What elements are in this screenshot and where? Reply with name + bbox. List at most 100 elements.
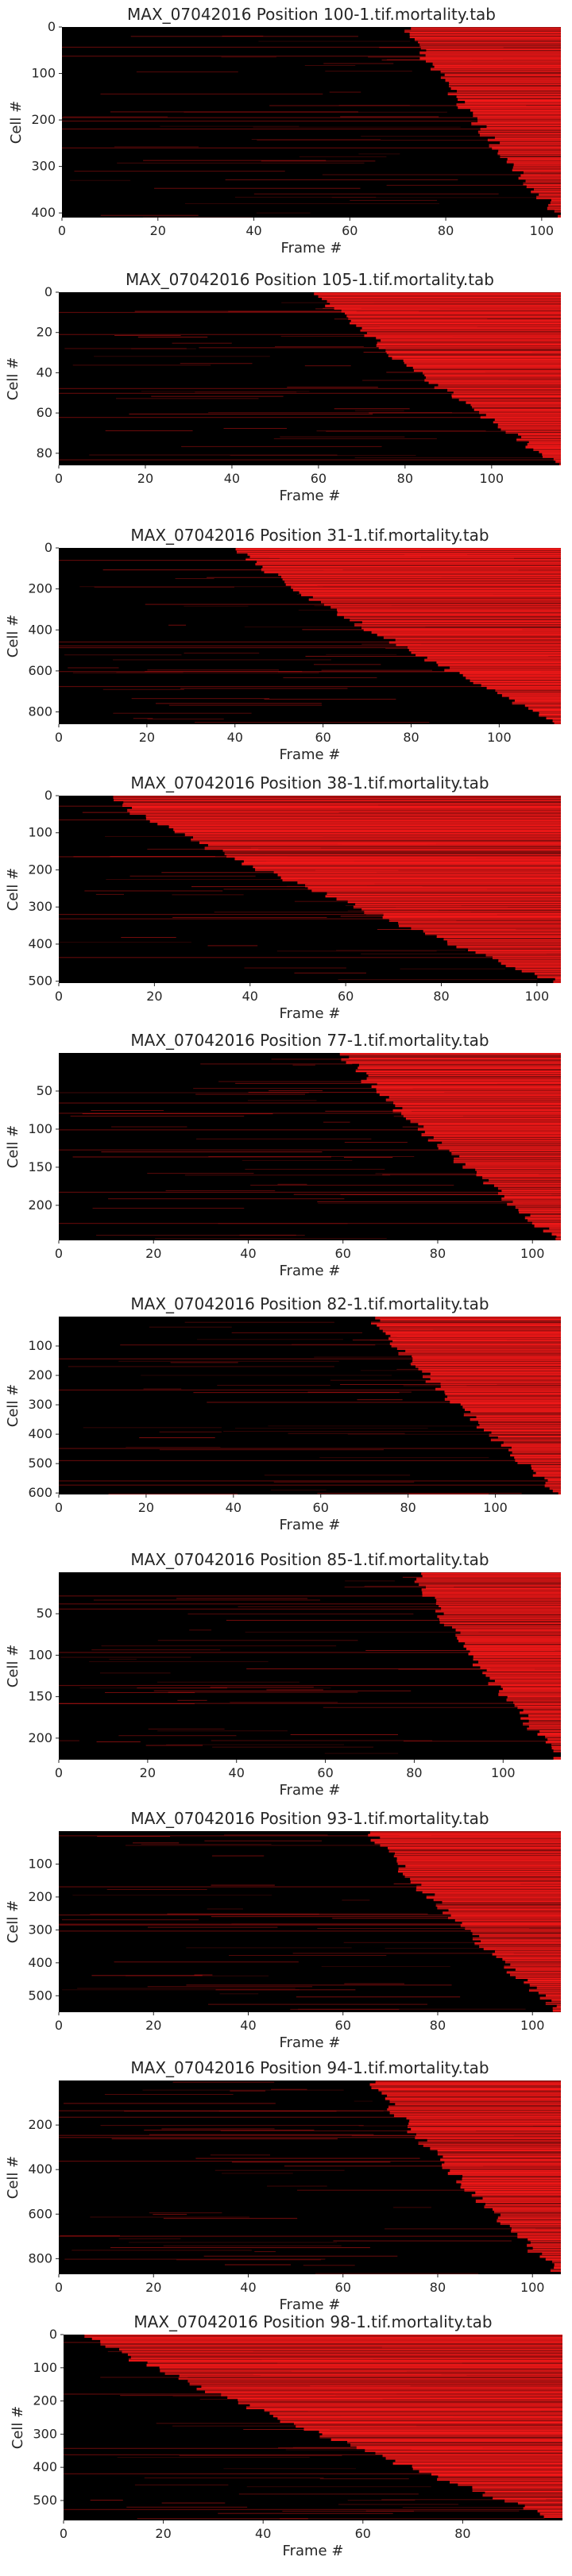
x-tick-label: 20 <box>145 2018 161 2033</box>
y-tick-label: 150 <box>28 1689 52 1704</box>
x-tick-label: 100 <box>530 223 555 238</box>
y-tick-label: 0 <box>44 788 52 803</box>
y-axis-label: Cell # <box>5 357 21 400</box>
x-tick-label: 60 <box>335 2280 351 2295</box>
y-tick-label: 100 <box>33 2360 57 2375</box>
y-tick-label: 400 <box>28 1426 52 1441</box>
x-tick-label: 20 <box>146 989 162 1004</box>
y-tick-label: 400 <box>33 2459 57 2474</box>
x-tick-label: 100 <box>520 1246 545 1261</box>
y-tick-label: 500 <box>28 1988 52 2003</box>
y-tick-label: 40 <box>37 364 52 380</box>
x-tick-label: 60 <box>311 471 327 486</box>
y-tick-label: 300 <box>28 899 52 914</box>
x-tick-label: 40 <box>227 730 243 745</box>
y-tick-label: 50 <box>37 1083 52 1098</box>
x-axis-label: Frame # <box>280 1517 341 1533</box>
y-tick-label: 200 <box>28 581 52 596</box>
x-tick-label: 60 <box>313 1500 329 1515</box>
y-tick-label: 20 <box>37 325 52 340</box>
x-tick-label: 40 <box>240 2280 256 2295</box>
x-tick-label: 0 <box>55 2280 63 2295</box>
panel-title: MAX_07042016 Position 31-1.tif.mortality… <box>130 526 489 545</box>
x-tick-label: 40 <box>240 2018 256 2033</box>
x-tick-label: 20 <box>150 223 166 238</box>
x-tick-label: 60 <box>355 2526 371 2541</box>
y-tick-label: 500 <box>33 2493 57 2508</box>
panel-title: MAX_07042016 Position 98-1.tif.mortality… <box>133 2312 492 2331</box>
x-tick-label: 100 <box>525 989 550 1004</box>
y-axis-label: Cell # <box>5 1900 21 1943</box>
y-tick-label: 300 <box>28 1922 52 1937</box>
x-tick-label: 20 <box>145 2280 161 2295</box>
x-tick-label: 0 <box>55 989 63 1004</box>
x-axis-label: Frame # <box>280 1782 341 1799</box>
heatmap-panel: MAX_07042016 Position 98-1.tif.mortality… <box>10 2312 572 2559</box>
x-tick-label: 20 <box>138 1500 154 1515</box>
x-axis-label: Frame # <box>280 2034 341 2051</box>
x-tick-label: 40 <box>242 989 258 1004</box>
y-tick-label: 300 <box>28 1397 52 1412</box>
y-axis-label: Cell # <box>5 615 21 657</box>
x-axis-label: Frame # <box>280 1005 341 1022</box>
panel-title: MAX_07042016 Position 77-1.tif.mortality… <box>130 1031 489 1050</box>
y-tick-label: 600 <box>28 2206 52 2221</box>
x-tick-label: 0 <box>55 1246 63 1261</box>
x-tick-label: 80 <box>403 730 419 745</box>
panel-title: MAX_07042016 Position 82-1.tif.mortality… <box>130 1294 489 1313</box>
x-tick-label: 100 <box>480 471 504 486</box>
x-tick-label: 80 <box>397 471 413 486</box>
y-tick-label: 400 <box>28 622 52 637</box>
y-tick-label: 100 <box>28 1856 52 1871</box>
x-tick-label: 60 <box>315 730 330 745</box>
y-tick-label: 80 <box>37 445 52 461</box>
y-tick-label: 0 <box>48 19 56 34</box>
y-tick-label: 800 <box>28 2250 52 2266</box>
y-tick-label: 100 <box>28 825 52 840</box>
x-tick-label: 60 <box>335 2018 351 2033</box>
x-axis-label: Frame # <box>283 2543 344 2559</box>
y-axis-label: Cell # <box>5 1125 21 1168</box>
y-tick-label: 600 <box>28 663 52 678</box>
y-tick-label: 100 <box>31 66 56 81</box>
y-tick-label: 200 <box>31 112 56 127</box>
y-tick-label: 200 <box>28 1730 52 1745</box>
heatmap-panel: MAX_07042016 Position 77-1.tif.mortality… <box>5 1031 572 1279</box>
y-tick-label: 100 <box>28 1121 52 1136</box>
y-tick-label: 400 <box>28 936 52 951</box>
x-tick-label: 80 <box>438 223 454 238</box>
y-axis-label: Cell # <box>5 868 21 911</box>
x-tick-label: 80 <box>433 989 449 1004</box>
x-tick-label: 40 <box>245 223 261 238</box>
y-tick-label: 0 <box>44 540 52 555</box>
panel-title: MAX_07042016 Position 38-1.tif.mortality… <box>130 773 489 792</box>
y-tick-label: 200 <box>28 862 52 877</box>
heatmap-panel: MAX_07042016 Position 100-1.tif.mortalit… <box>8 5 572 256</box>
x-tick-label: 100 <box>491 1765 516 1780</box>
y-tick-label: 0 <box>49 2327 57 2342</box>
y-tick-label: 200 <box>28 1367 52 1382</box>
x-tick-label: 20 <box>140 1765 156 1780</box>
x-tick-label: 0 <box>55 1765 63 1780</box>
x-axis-label: Frame # <box>281 240 342 256</box>
y-tick-label: 0 <box>44 284 52 299</box>
x-axis-label: Frame # <box>280 488 341 504</box>
x-tick-label: 40 <box>226 1500 242 1515</box>
x-tick-label: 80 <box>430 2018 446 2033</box>
x-tick-label: 0 <box>55 471 63 486</box>
x-axis-label: Frame # <box>280 2296 341 2313</box>
x-tick-label: 40 <box>224 471 240 486</box>
x-tick-label: 20 <box>155 2526 171 2541</box>
y-axis-label: Cell # <box>5 1384 21 1427</box>
x-tick-label: 40 <box>229 1765 245 1780</box>
x-axis-label: Frame # <box>280 746 341 763</box>
y-tick-label: 400 <box>28 1955 52 1970</box>
x-tick-label: 40 <box>240 1246 256 1261</box>
y-tick-label: 100 <box>28 1338 52 1353</box>
heatmap-panel: MAX_07042016 Position 82-1.tif.mortality… <box>5 1294 572 1533</box>
y-tick-label: 200 <box>28 1889 52 1904</box>
x-tick-label: 100 <box>487 730 512 745</box>
x-tick-label: 0 <box>55 2018 63 2033</box>
x-tick-label: 40 <box>255 2526 271 2541</box>
